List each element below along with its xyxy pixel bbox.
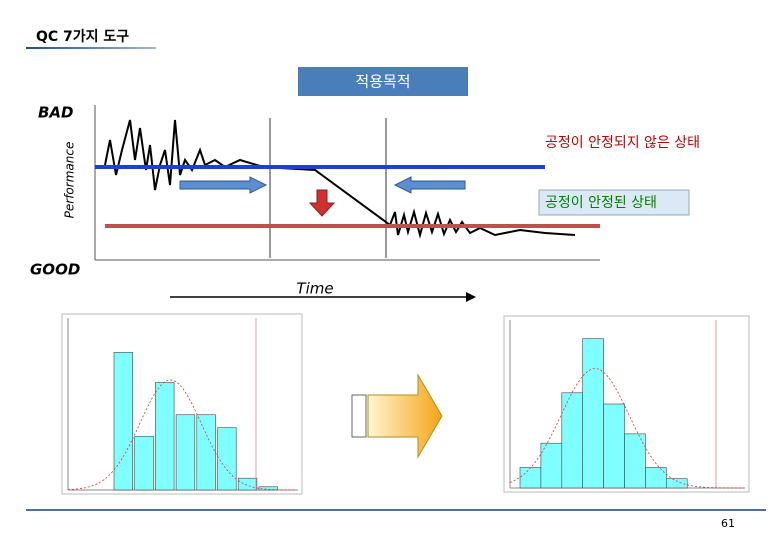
normal-curve xyxy=(509,368,745,489)
histogram-bar xyxy=(258,486,278,491)
histogram-bar xyxy=(624,433,646,489)
histogram-bar xyxy=(155,382,175,491)
histogram-bar xyxy=(561,392,583,489)
good-label: GOOD xyxy=(30,261,80,279)
time-arrow-head xyxy=(466,292,476,302)
arrow-left xyxy=(393,176,466,194)
x-axis-label: Time xyxy=(296,280,333,298)
y-axis-label: Performance xyxy=(63,142,77,219)
histogram-bar xyxy=(645,467,667,489)
histogram-bar xyxy=(582,338,604,489)
histogram-bar xyxy=(175,414,196,491)
slide-title: QC 7가지 도구 xyxy=(36,29,129,45)
footer-rule xyxy=(26,509,766,511)
histogram-bar xyxy=(217,427,237,491)
page-number: 61 xyxy=(721,517,735,530)
histogram-bar xyxy=(519,467,542,489)
stable-box xyxy=(538,189,690,216)
histogram-bar xyxy=(134,435,154,491)
purpose-box xyxy=(298,67,468,96)
histogram-bar xyxy=(237,477,258,491)
normal-curve xyxy=(67,379,297,491)
arrow-right xyxy=(179,176,268,194)
big-arrow xyxy=(367,373,443,459)
histogram-bar xyxy=(603,403,625,489)
histogram-bar xyxy=(665,478,688,489)
performance-line xyxy=(104,119,576,239)
unstable-label: 공정이 안정되지 않은 상태 xyxy=(545,135,700,151)
title-rule xyxy=(26,47,156,49)
histogram-bar xyxy=(196,414,216,491)
histogram-bar xyxy=(540,442,563,489)
stable-label: 공정이 안정된 상태 xyxy=(545,195,657,211)
bad-label: BAD xyxy=(38,104,74,122)
big-arrow-tail xyxy=(351,394,367,438)
arrow-down xyxy=(308,189,336,217)
histogram-bar xyxy=(113,352,134,491)
purpose-label: 적용목적 xyxy=(355,73,410,91)
